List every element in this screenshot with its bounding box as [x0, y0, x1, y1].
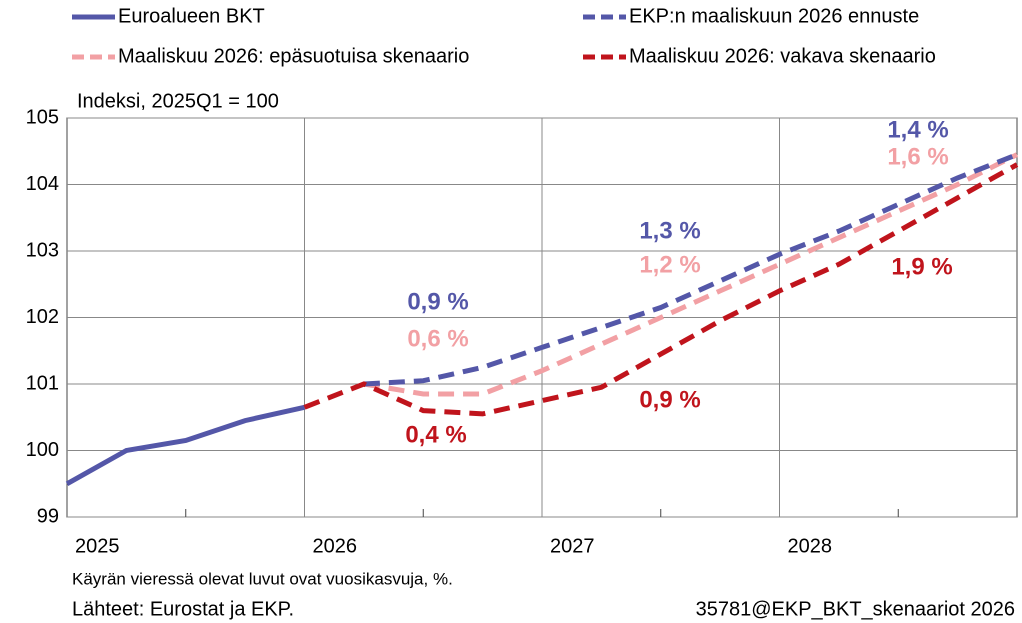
x-tick-label: 2026 — [313, 535, 358, 557]
series-line — [65, 404, 306, 486]
unit-label: Indeksi, 2025Q1 = 100 — [77, 90, 279, 112]
y-tick-label: 101 — [26, 372, 59, 394]
note: Käyrän vieressä olevat luvut ovat vuosik… — [72, 569, 453, 588]
series-line — [363, 152, 1018, 387]
legend-label: Maaliskuu 2026: vakava skenaario — [629, 45, 936, 67]
annotation: 0,9 % — [407, 288, 468, 315]
x-tick-label: 2028 — [788, 535, 833, 557]
annotation: 1,2 % — [639, 251, 700, 278]
y-tick-label: 105 — [26, 106, 59, 128]
y-tick-label: 99 — [37, 505, 59, 527]
annotation: 1,9 % — [891, 253, 952, 280]
x-tick-label: 2025 — [75, 535, 120, 557]
annotation: 1,6 % — [887, 143, 948, 170]
legend-label: EKP:n maaliskuun 2026 ennuste — [629, 5, 919, 27]
annotation: 1,3 % — [639, 217, 700, 244]
annotation: 0,9 % — [639, 386, 700, 413]
y-tick-label: 104 — [26, 173, 59, 195]
legend-label: Euroalueen BKT — [118, 5, 265, 27]
source: Lähteet: Eurostat ja EKP. — [72, 598, 294, 620]
annotation: 1,4 % — [887, 116, 948, 143]
annotation: 0,6 % — [407, 325, 468, 352]
y-tick-label: 103 — [26, 239, 59, 261]
series-line — [363, 152, 1019, 397]
y-tick-label: 102 — [26, 306, 59, 328]
code: 35781@EKP_BKT_skenaariot 2026 — [696, 598, 1015, 620]
legend-label: Maaliskuu 2026: epäsuotuisa skenaario — [118, 45, 469, 67]
y-tick-label: 100 — [26, 439, 59, 461]
series-line — [303, 162, 1019, 417]
annotation: 0,4 % — [405, 421, 466, 448]
x-tick-label: 2027 — [550, 535, 595, 557]
